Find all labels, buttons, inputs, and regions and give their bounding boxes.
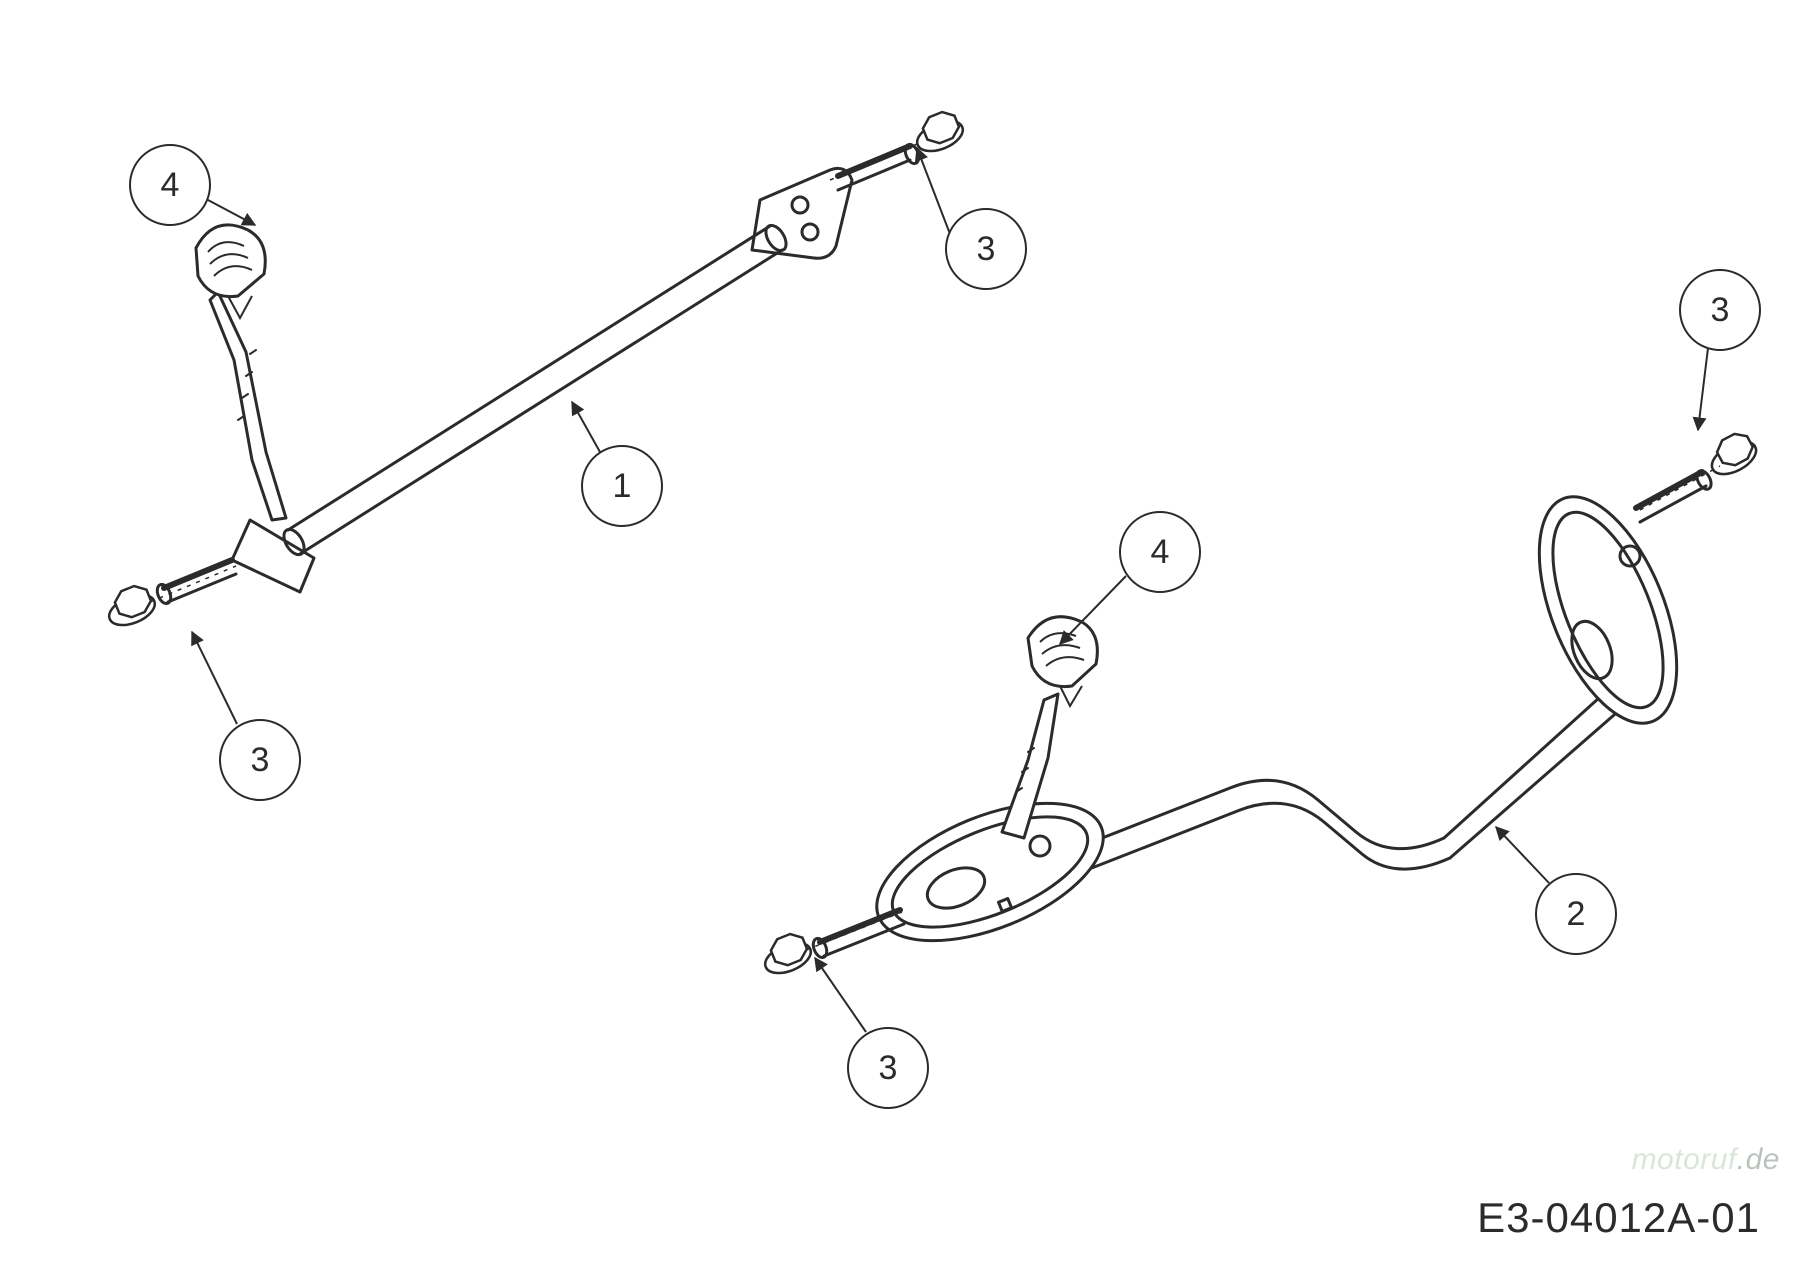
drawing-id: E3-04012A-01	[1477, 1194, 1760, 1242]
part-nut-3a	[913, 108, 967, 157]
part-knob-rear	[1028, 617, 1097, 706]
diagram-svg	[0, 0, 1800, 1272]
part-front-axle	[155, 142, 922, 605]
callout-layer	[130, 145, 1760, 1108]
part-knob-front	[196, 225, 265, 318]
diagram-stage: 4 3 1 3 4 3 2 3 E3-04012A-01 motoruf.de	[0, 0, 1800, 1272]
part-nut-3c	[761, 930, 815, 979]
part-nut-3d	[1707, 429, 1762, 481]
part-nut-3b	[105, 582, 159, 631]
